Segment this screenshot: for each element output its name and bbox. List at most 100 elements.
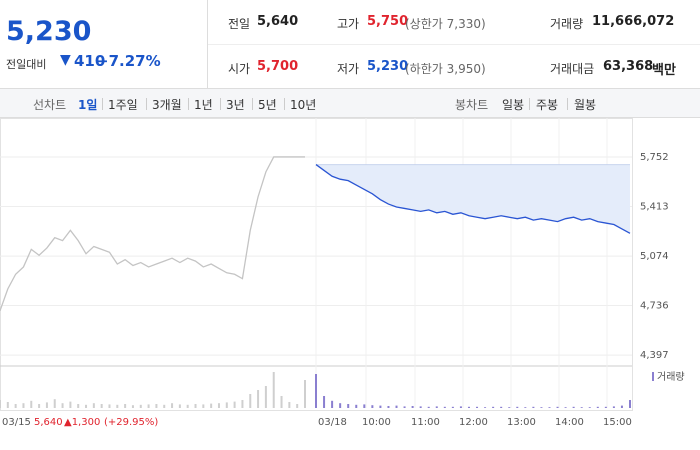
volume-bar: [379, 405, 382, 408]
volume-bar: [459, 406, 462, 408]
tab-bar: [0, 88, 700, 118]
prev-close-note: 5,640: [34, 417, 63, 428]
volume-bar: [171, 403, 174, 408]
tab[interactable]: 5년: [258, 98, 277, 112]
stat-label: 거래량: [550, 17, 584, 31]
volume-bar: [272, 372, 275, 408]
price-line: [315, 164, 631, 234]
volume-bar: [38, 404, 41, 408]
y-tick-label: 4,397: [640, 350, 669, 361]
volume-bar: [484, 407, 487, 408]
volume-bar: [540, 407, 543, 408]
volume-bar: [22, 403, 25, 408]
volume-bar: [629, 400, 631, 408]
volume-bar: [516, 406, 519, 408]
volume-bar: [580, 407, 583, 408]
stat-label: 시가: [228, 62, 251, 76]
volume-bar: [443, 406, 446, 408]
volume-bar: [476, 406, 479, 408]
divider: [207, 0, 208, 88]
volume-bar: [524, 407, 527, 408]
volume-bar: [296, 404, 299, 408]
prev-close-note: (+29.95%): [104, 417, 158, 428]
tab[interactable]: 월봉: [574, 98, 597, 112]
area-fill: [316, 164, 630, 234]
stat-unit: 백만: [652, 63, 676, 78]
volume-bar: [572, 406, 575, 408]
change-rate: −7.27%: [96, 52, 161, 70]
volume-bar: [363, 404, 366, 408]
volume-bar: [288, 402, 291, 408]
volume-bar: [147, 404, 150, 408]
volume-bar: [249, 394, 252, 408]
stat-value: 63,368: [603, 59, 654, 74]
tab-group-label: 봉차트: [455, 98, 489, 112]
volume-bar: [411, 406, 414, 408]
volume-bar: [225, 402, 228, 408]
tab-separator: [220, 98, 221, 110]
volume-bar: [85, 404, 88, 408]
volume-bar: [233, 401, 236, 408]
stat-value: 5,640: [257, 14, 299, 29]
change-arrow: ▼: [60, 52, 71, 68]
tab-group-label: 선차트: [33, 98, 67, 112]
tab[interactable]: 주봉: [536, 98, 559, 112]
volume-bar: [387, 406, 390, 408]
stat-label: 저가: [337, 62, 360, 76]
volume-bar: [564, 407, 567, 408]
volume-bar: [355, 404, 358, 408]
stat-note: (상한가 7,330): [405, 17, 486, 31]
volume-bar: [77, 404, 80, 408]
volume-bar: [257, 390, 260, 408]
divider: [208, 44, 700, 45]
stat-value: 5,230: [367, 59, 409, 74]
volume-bar: [241, 400, 244, 408]
volume-bar: [508, 407, 511, 408]
y-tick-label: 5,074: [640, 251, 669, 262]
x-tick-label: 03/18: [318, 417, 347, 428]
volume-bar: [588, 407, 591, 408]
volume-bar: [492, 406, 495, 408]
x-tick-label: 14:00: [555, 417, 584, 428]
y-tick-label: 5,413: [640, 202, 669, 213]
volume-bar: [45, 402, 48, 408]
x-tick-label: 10:00: [362, 417, 391, 428]
volume-bar: [395, 405, 398, 408]
volume-bar: [108, 404, 111, 408]
tab[interactable]: 10년: [290, 98, 317, 112]
volume-bar: [596, 406, 599, 408]
volume-bar: [500, 406, 503, 408]
x-tick-label: 03/15: [2, 417, 31, 428]
volume-bar: [427, 406, 430, 408]
tab[interactable]: 1주일: [108, 98, 138, 112]
x-tick-label: 12:00: [459, 417, 488, 428]
volume-bar: [186, 404, 189, 408]
tab[interactable]: 3개월: [152, 98, 182, 112]
stat-label: 전일: [228, 17, 251, 31]
volume-bar: [371, 405, 374, 408]
volume-bar: [315, 374, 317, 408]
tab-separator: [529, 98, 530, 110]
tab[interactable]: 일봉: [502, 98, 525, 112]
tab-separator: [102, 98, 103, 110]
volume-bar: [116, 404, 119, 408]
volume-bar: [14, 404, 17, 408]
tab[interactable]: 1년: [194, 98, 213, 112]
x-tick-label: 15:00: [603, 417, 632, 428]
volume-legend-swatch: [652, 372, 654, 381]
tab[interactable]: 3년: [226, 98, 245, 112]
y-tick-label: 4,736: [640, 301, 669, 312]
volume-bar: [100, 404, 103, 408]
volume-bar: [61, 403, 64, 408]
volume-bar: [532, 406, 535, 408]
prev-close-note: ▲1,300: [64, 417, 100, 428]
volume-legend: 거래량: [657, 371, 685, 383]
price-line: [0, 156, 305, 312]
volume-bar: [30, 400, 33, 408]
volume-bar: [6, 402, 9, 408]
volume-bar: [264, 386, 267, 408]
volume-bar: [194, 404, 197, 408]
x-tick-label: 11:00: [411, 417, 440, 428]
tab[interactable]: 1일: [78, 98, 98, 112]
